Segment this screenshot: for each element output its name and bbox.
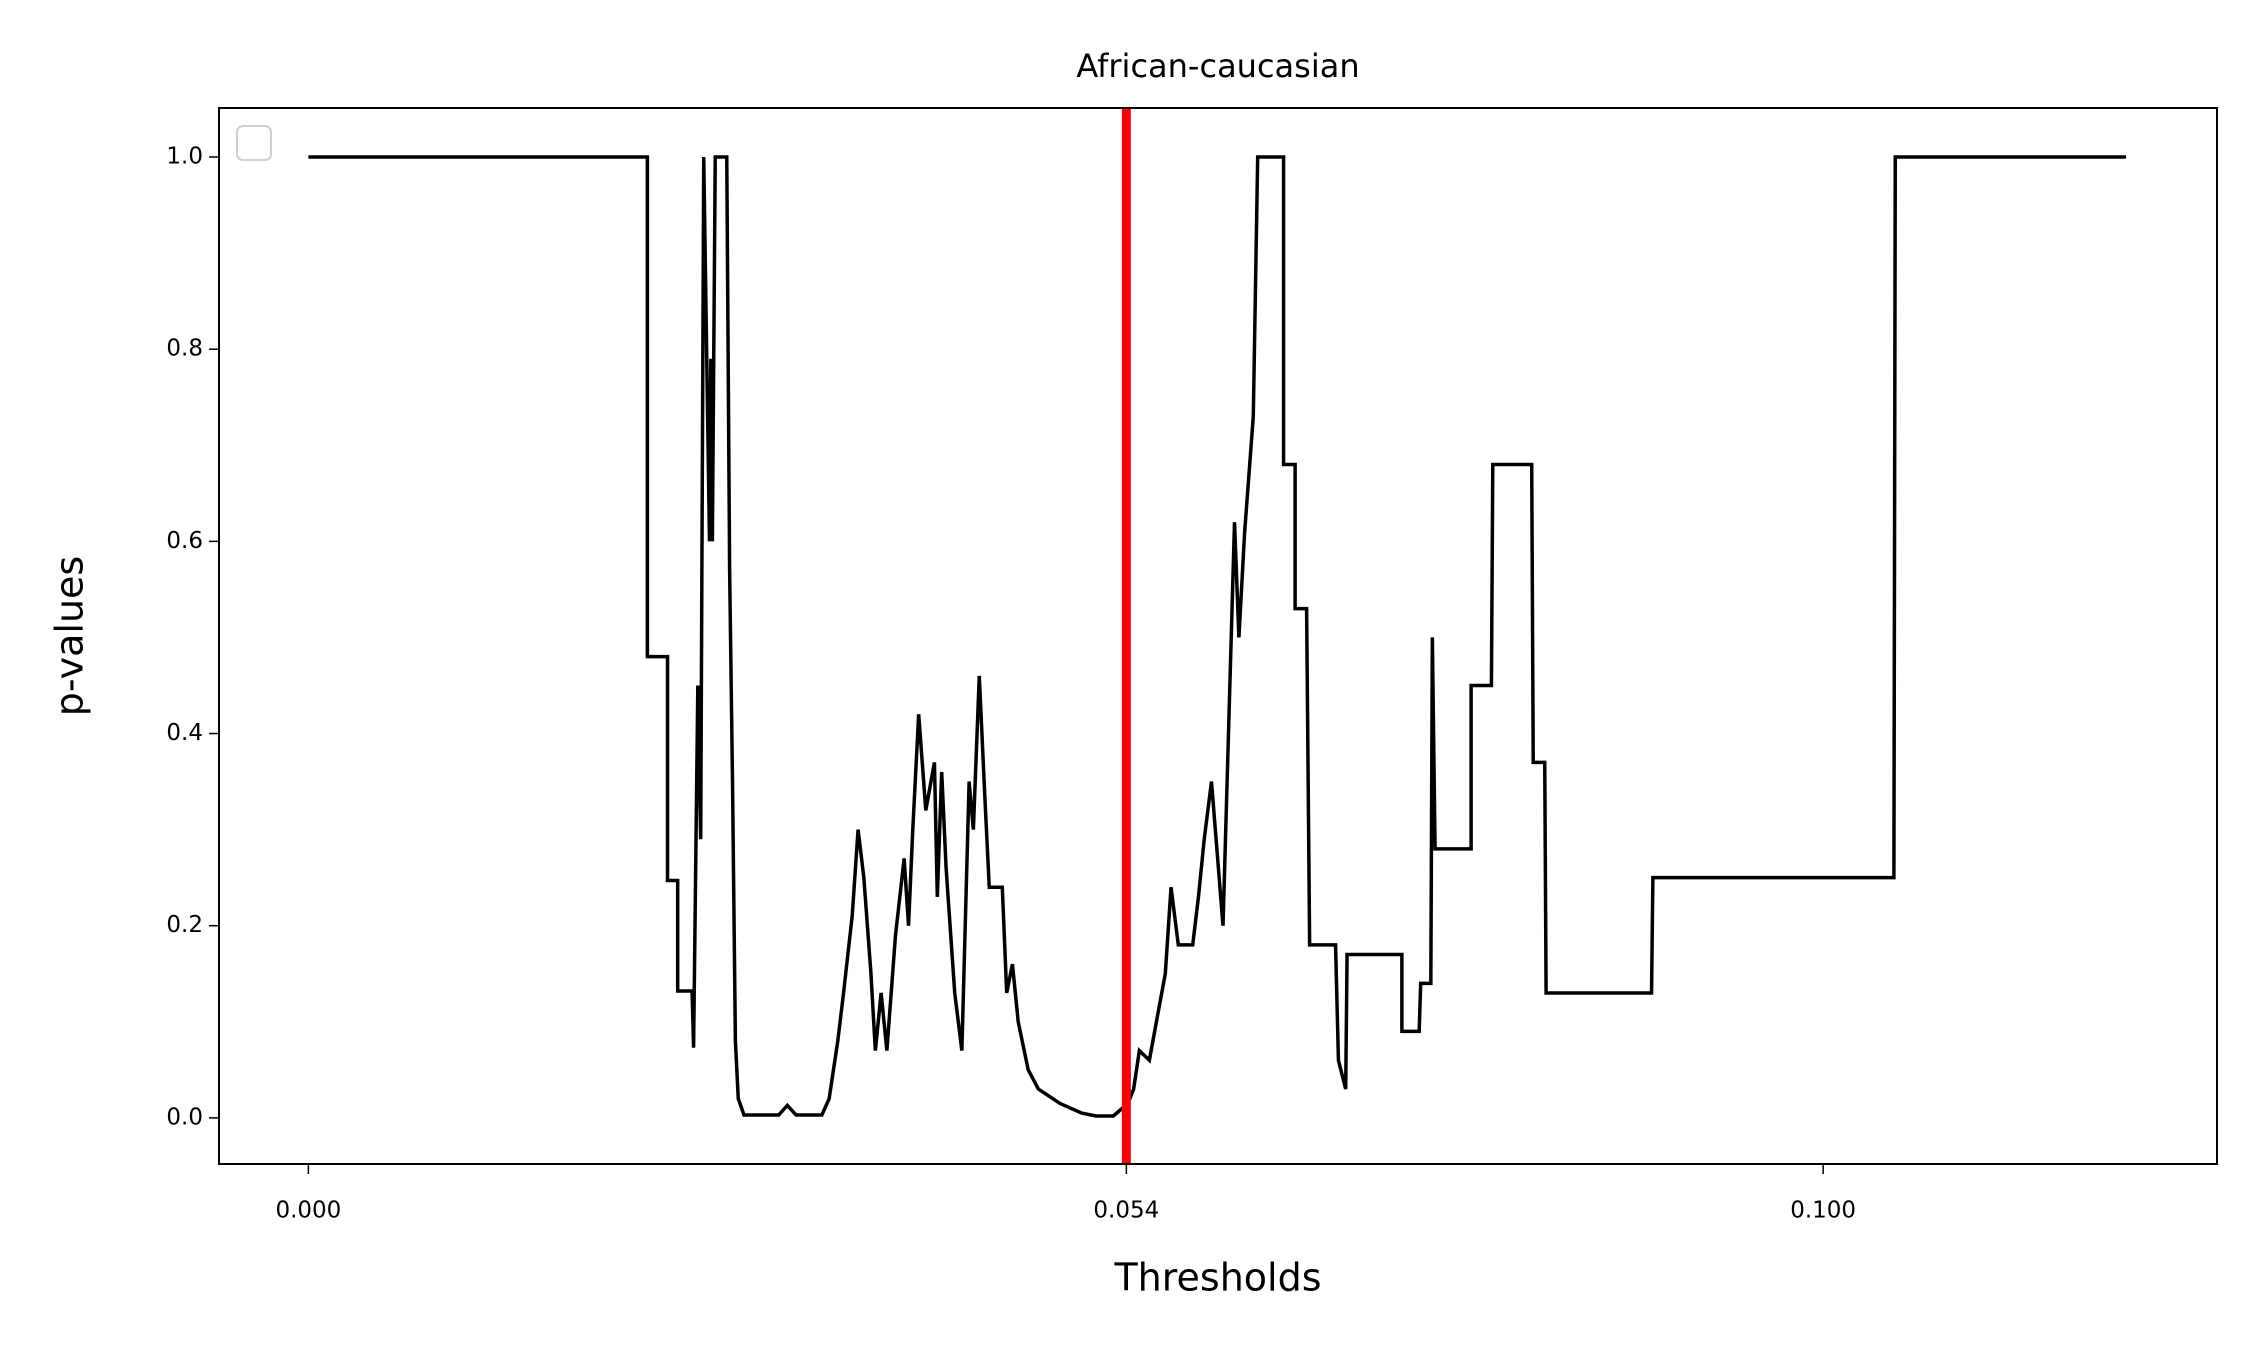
y-tick-label: 0.6 xyxy=(166,528,203,554)
y-tick-label: 1.0 xyxy=(166,144,203,170)
data-line xyxy=(308,155,2127,1118)
y-tick-label: 0.2 xyxy=(166,912,203,938)
y-tick-label: 0.8 xyxy=(166,336,203,362)
legend-box xyxy=(236,125,272,161)
x-tick-label: 0.000 xyxy=(275,1198,341,1224)
x-axis-label: Thresholds xyxy=(1113,1256,1321,1300)
x-tick-label: 0.054 xyxy=(1093,1198,1159,1224)
y-tick-label: 0.0 xyxy=(166,1104,203,1130)
x-tick-label: 0.100 xyxy=(1790,1198,1856,1224)
y-tick-label: 0.4 xyxy=(166,720,203,746)
chart-title: African-caucasian xyxy=(1076,47,1359,85)
plot-frame xyxy=(218,107,2218,1165)
y-axis-label: p-values xyxy=(48,556,92,716)
